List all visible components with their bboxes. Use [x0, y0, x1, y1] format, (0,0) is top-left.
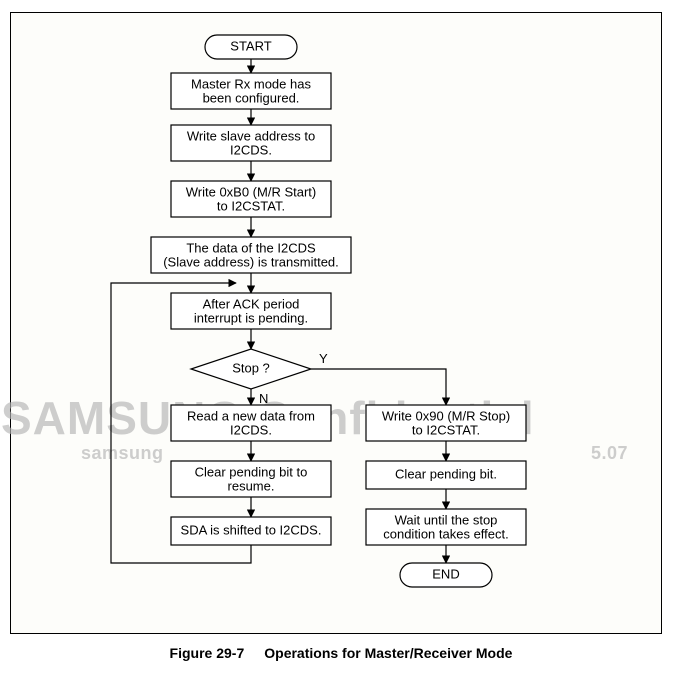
node-write-90-l2: to I2CSTAT. [412, 422, 480, 437]
figure-title: Operations for Master/Receiver Mode [264, 645, 512, 661]
figure-caption: Figure 29-7 Operations for Master/Receive… [0, 645, 682, 661]
node-config-l2: been configured. [203, 90, 300, 105]
node-ack-l2: interrupt is pending. [194, 310, 308, 325]
node-clear-pending-resume-l2: resume. [228, 478, 275, 493]
start-label: START [230, 38, 271, 53]
flowchart-svg: START Master Rx mode has been configured… [11, 13, 661, 633]
figure-number: Figure 29-7 [170, 645, 245, 661]
decision-y-label: Y [319, 351, 328, 366]
end-label: END [432, 566, 459, 581]
node-wait-stop-l1: Wait until the stop [395, 512, 498, 527]
decision-n-label: N [259, 391, 268, 406]
node-wait-stop-l2: condition takes effect. [383, 526, 509, 541]
node-read-data-l1: Read a new data from [187, 408, 315, 423]
node-write-90-l1: Write 0x90 (M/R Stop) [382, 408, 510, 423]
node-write-addr-l2: I2CDS. [230, 142, 272, 157]
node-write-b0-l1: Write 0xB0 (M/R Start) [186, 184, 317, 199]
decision-label: Stop ? [232, 360, 270, 375]
node-write-b0-l2: to I2CSTAT. [217, 198, 285, 213]
node-sda-shift-l1: SDA is shifted to I2CDS. [181, 522, 322, 537]
node-transmit-l2: (Slave address) is transmitted. [163, 254, 339, 269]
node-config-l1: Master Rx mode has [191, 76, 311, 91]
node-clear-pending-resume-l1: Clear pending bit to [195, 464, 308, 479]
node-transmit-l1: The data of the I2CDS [186, 240, 316, 255]
node-ack-l1: After ACK period [203, 296, 300, 311]
node-read-data-l2: I2CDS. [230, 422, 272, 437]
node-clear-pending-l1: Clear pending bit. [395, 466, 497, 481]
diagram-frame: SAMSUNG Confidential samsung 5.07 START … [10, 12, 662, 634]
node-write-addr-l1: Write slave address to [187, 128, 315, 143]
